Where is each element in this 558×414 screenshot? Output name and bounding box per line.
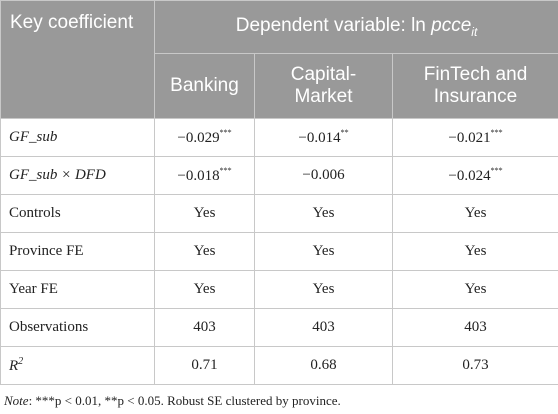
column-header-capital-market: Capital- Market: [254, 53, 393, 119]
cell-value: Yes: [391, 270, 558, 309]
significance-stars: **: [340, 128, 349, 137]
cell-number: −0.018: [177, 168, 220, 184]
cell-number: −0.024: [448, 168, 491, 184]
cell-number: −0.014: [298, 130, 341, 146]
cell-value: −0.018***: [154, 156, 255, 195]
table-note: Note: ***p < 0.01, **p < 0.05. Robust SE…: [4, 393, 341, 409]
table-row: Year FE Yes Yes Yes: [0, 270, 558, 309]
cell-value: 0.68: [254, 346, 393, 385]
cell-value: Yes: [391, 194, 558, 233]
cell-value: Yes: [254, 270, 393, 309]
cell-number: Yes: [464, 205, 487, 221]
row-label: R2: [0, 346, 155, 385]
cell-number: Yes: [312, 243, 335, 259]
cell-number: Yes: [464, 243, 487, 259]
cell-number: −0.029: [177, 130, 220, 146]
table-row: GF_sub × DFD −0.018*** −0.006 −0.024***: [0, 156, 558, 195]
cell-value: 0.71: [154, 346, 255, 385]
dependent-variable-name: pcce: [431, 15, 472, 37]
row-label: GF_sub × DFD: [0, 156, 155, 195]
cell-value: 403: [154, 308, 255, 347]
row-label-superscript: 2: [18, 356, 24, 367]
row-label: Year FE: [0, 270, 155, 309]
cell-value: Yes: [254, 194, 393, 233]
column-header-fintech-insurance: FinTech and Insurance: [391, 53, 558, 119]
row-label-text: GF_sub: [9, 129, 58, 145]
row-label-text: Observations: [9, 319, 89, 335]
table-row: Controls Yes Yes Yes: [0, 194, 558, 233]
cell-number: Yes: [193, 281, 216, 297]
cell-number: Yes: [464, 281, 487, 297]
cell-value: Yes: [154, 232, 255, 271]
cell-value: 0.73: [391, 346, 558, 385]
table-body: GF_sub −0.029*** −0.014** −0.021*** GF_sub ×…: [0, 118, 558, 385]
cell-value: −0.014**: [254, 118, 393, 157]
cell-number: Yes: [193, 243, 216, 259]
cell-number: Yes: [312, 205, 335, 221]
row-label-text: R: [9, 358, 19, 374]
header-row-top: Key coefficient Dependent variable: ln p…: [0, 0, 558, 119]
table-row: R2 0.71 0.68 0.73: [0, 346, 558, 385]
cell-number: 0.68: [310, 357, 337, 373]
significance-stars: ***: [490, 128, 503, 137]
cell-value: Yes: [154, 194, 255, 233]
cell-value: 403: [254, 308, 393, 347]
cell-value: Yes: [391, 232, 558, 271]
cell-value: −0.029***: [154, 118, 255, 157]
significance-stars: ***: [219, 128, 232, 137]
row-label-text: Controls: [9, 205, 61, 221]
row-label: GF_sub: [0, 118, 155, 157]
header-row-columns: Banking Capital- Market FinTech and Insura…: [1, 53, 558, 119]
cell-number: −0.021: [448, 130, 491, 146]
note-text: : ***p < 0.01, **p < 0.05. Robust SE clu…: [28, 393, 341, 408]
cell-value: −0.006: [254, 156, 393, 195]
cell-value: −0.021***: [391, 118, 558, 157]
note-label: Note: [4, 393, 29, 408]
cell-value: Yes: [254, 232, 393, 271]
row-label: Observations: [0, 308, 155, 347]
column-header-banking: Banking: [154, 53, 255, 119]
table-row: Province FE Yes Yes Yes: [0, 232, 558, 271]
cell-number: Yes: [193, 205, 216, 221]
cell-number: 403: [464, 319, 487, 335]
row-label-text: GF_sub × DFD: [9, 167, 106, 183]
key-coefficient-header: Key coefficient: [0, 0, 155, 119]
cell-value: −0.024***: [391, 156, 558, 195]
cell-number: 0.73: [462, 357, 489, 373]
cell-number: −0.006: [302, 167, 345, 183]
significance-stars: ***: [490, 166, 503, 175]
dependent-variable-subscript: it: [471, 24, 478, 39]
cell-number: 0.71: [191, 357, 218, 373]
dependent-variable-prefix: Dependent variable: ln: [235, 15, 432, 37]
cell-value: 403: [391, 308, 558, 347]
table-row: Observations 403 403 403: [0, 308, 558, 347]
cell-value: Yes: [154, 270, 255, 309]
cell-number: 403: [193, 319, 216, 335]
row-label: Controls: [0, 194, 155, 233]
dependent-variable-header: Dependent variable: ln pcceit: [153, 0, 558, 54]
regression-table: Key coefficient Dependent variable: ln p…: [0, 0, 558, 385]
cell-number: Yes: [312, 281, 335, 297]
table-row: GF_sub −0.029*** −0.014** −0.021***: [0, 118, 558, 157]
row-label-text: Province FE: [9, 243, 84, 259]
significance-stars: ***: [219, 166, 232, 175]
cell-number: 403: [312, 319, 335, 335]
row-label: Province FE: [0, 232, 155, 271]
row-label-text: Year FE: [9, 281, 58, 297]
